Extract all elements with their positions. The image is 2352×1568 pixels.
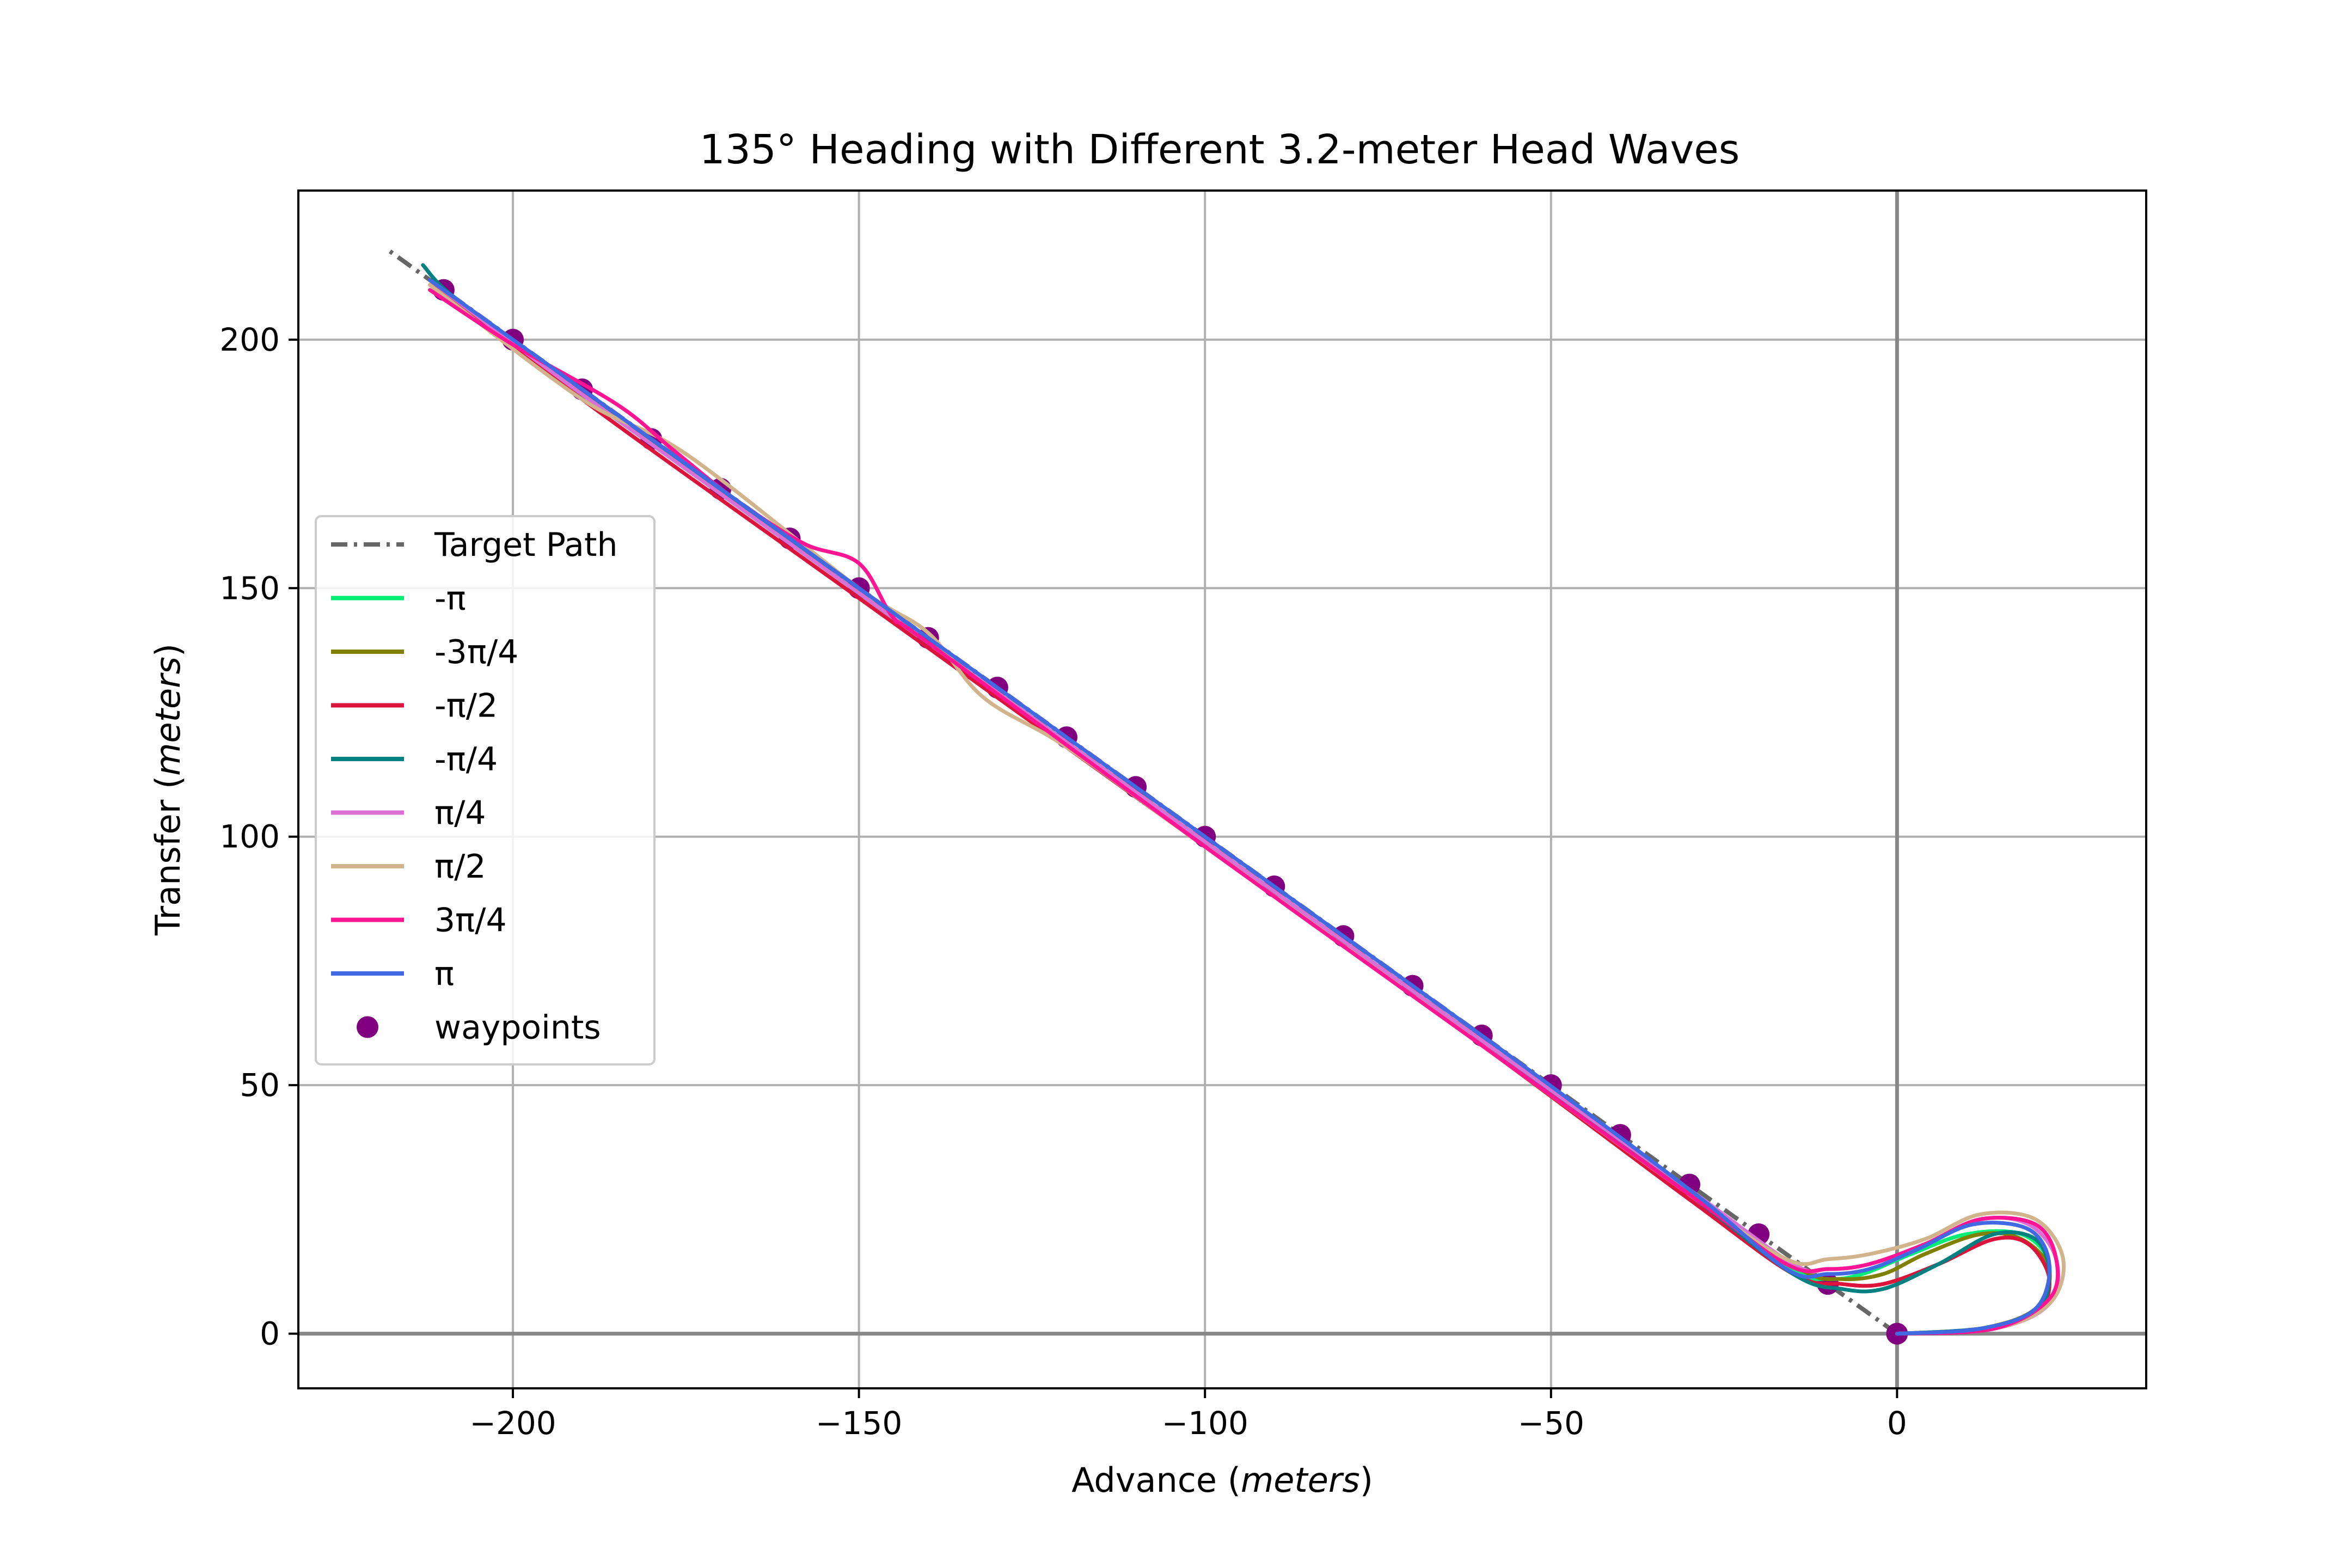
x-tick-label: −100 <box>1162 1405 1248 1442</box>
ticks: −200 −150 −100 −50 0 0 50 100 150 200 <box>219 321 1907 1442</box>
legend-label: Target Path <box>434 526 618 564</box>
legend-label: π/2 <box>434 848 486 886</box>
legend-label: 3π/4 <box>434 902 507 940</box>
y-tick-label: 0 <box>260 1315 280 1352</box>
legend: Target Path -π -3π/4 -π/2 -π/4 π/4 π/2 3π/4 π way… <box>315 515 656 1065</box>
x-axis-label-unit: meters <box>1241 1460 1360 1500</box>
legend-label: π/4 <box>434 794 486 832</box>
x-axis-label-text: Advance <box>1071 1460 1217 1500</box>
legend-label: -π/2 <box>434 687 498 725</box>
series-line <box>428 278 2051 1336</box>
y-tick-label: 200 <box>219 321 280 358</box>
zero-lines <box>298 191 2146 1388</box>
y-tick-label: 150 <box>219 569 280 607</box>
legend-label: waypoints <box>434 1009 601 1047</box>
legend-label: -3π/4 <box>434 633 518 671</box>
legend-label: -π/4 <box>434 740 498 779</box>
series-line <box>428 278 2051 1336</box>
plot-area <box>387 248 2066 1345</box>
y-axis-label: Transfer (meters) <box>148 644 188 936</box>
x-tick-label: −200 <box>469 1405 556 1442</box>
x-tick-label: −150 <box>816 1405 902 1442</box>
x-tick-label: −50 <box>1518 1405 1584 1442</box>
x-axis-label: Advance (meters) <box>1071 1460 1373 1500</box>
legend-label: -π <box>434 580 466 618</box>
x-tick-label: 0 <box>1887 1405 1907 1442</box>
legend-swatch <box>357 1016 378 1038</box>
plot-frame <box>297 189 2147 1389</box>
y-tick-label: 100 <box>219 818 280 855</box>
legend-label: π <box>434 955 454 993</box>
y-axis-label-unit: meters <box>148 657 188 776</box>
y-axis-label-text: Transfer <box>148 799 188 936</box>
y-tick-label: 50 <box>240 1067 280 1104</box>
chart-title: 135° Heading with Different 3.2-meter He… <box>700 126 1740 173</box>
